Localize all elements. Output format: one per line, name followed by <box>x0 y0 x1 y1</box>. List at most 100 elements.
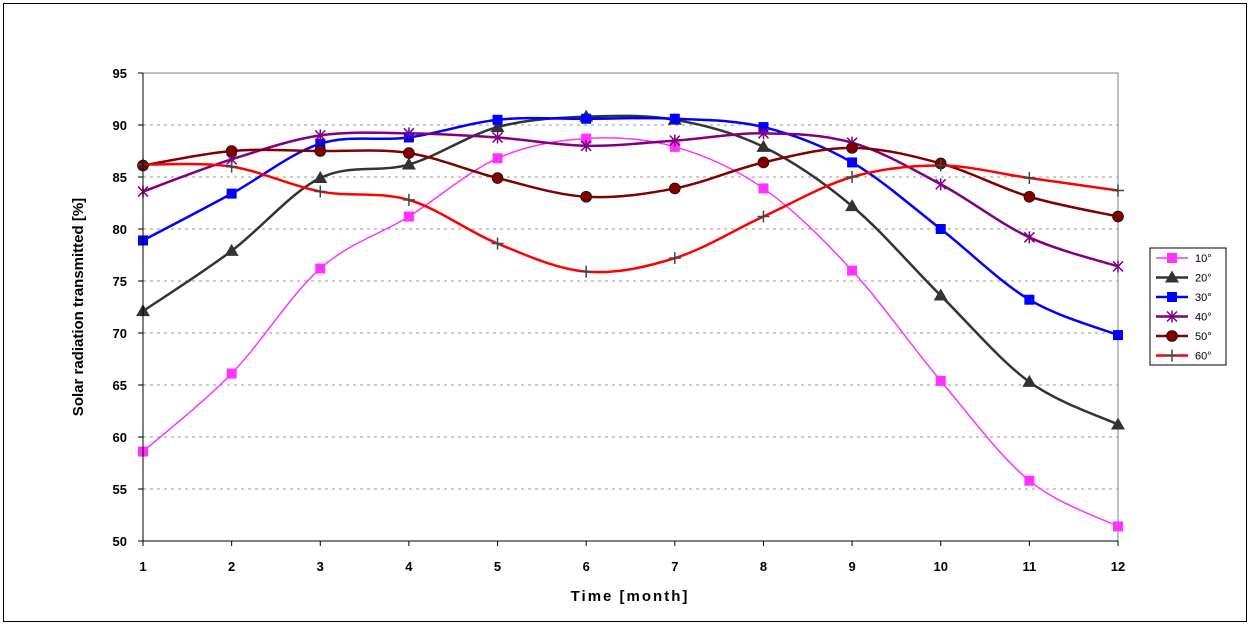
data-point-s1-12 <box>1113 521 1123 532</box>
y-tick-label-75: 75 <box>113 274 127 289</box>
series-line-1 <box>142 137 1119 528</box>
legend-label-5: 50° <box>1195 331 1212 343</box>
data-point-s5-12 <box>1112 210 1124 223</box>
data-point-s1-9 <box>847 265 858 276</box>
data-point-s2-5 <box>490 120 505 133</box>
data-point-s4-12 <box>1112 260 1124 273</box>
data-point-s1-11 <box>1024 475 1035 486</box>
x-tick-label-7: 7 <box>671 559 678 574</box>
data-point-s5-2 <box>225 145 238 157</box>
legend-label-4: 40° <box>1195 312 1212 324</box>
data-point-s3-9 <box>847 157 858 168</box>
legend-marker-2 <box>1165 270 1179 283</box>
series-line-6 <box>142 162 1119 274</box>
data-point-s4-10 <box>935 178 947 191</box>
series-line-4 <box>142 131 1119 268</box>
data-point-s2-9 <box>845 199 860 212</box>
data-point-s3-7 <box>669 113 680 124</box>
data-point-s3-5 <box>492 114 503 125</box>
data-point-s6-6 <box>580 265 593 278</box>
data-point-s1-2 <box>226 368 237 379</box>
legend-box <box>1149 247 1227 366</box>
data-point-s1-6 <box>581 133 592 144</box>
data-point-s4-6 <box>580 139 592 152</box>
x-tick-label-12: 12 <box>1111 559 1125 574</box>
legend-marker-6 <box>1166 349 1178 362</box>
series-layer <box>142 114 1119 528</box>
data-point-s2-8 <box>756 139 771 152</box>
data-point-s1-3 <box>315 263 326 274</box>
data-point-s1-4 <box>403 211 414 222</box>
data-point-s2-10 <box>933 288 948 301</box>
data-point-s5-7 <box>669 182 681 195</box>
data-point-s5-8 <box>757 156 770 169</box>
data-point-s6-5 <box>491 237 504 250</box>
data-point-s6-12 <box>1112 184 1124 197</box>
legend-marker-4 <box>1166 310 1178 323</box>
data-point-s2-11 <box>1022 374 1037 387</box>
data-point-s5-6 <box>580 190 592 203</box>
data-point-s4-5 <box>492 131 504 144</box>
legend-label-2: 20° <box>1195 273 1212 285</box>
data-point-s6-4 <box>402 193 415 206</box>
y-axis-title: Solar radiation transmitted [%] <box>70 198 87 416</box>
y-tick-label-80: 80 <box>113 222 127 237</box>
legend-label-6: 60° <box>1195 351 1212 363</box>
legend-label-1: 10° <box>1195 253 1212 265</box>
legend-label-3: 30° <box>1195 292 1212 304</box>
data-point-s3-12 <box>1113 330 1123 341</box>
data-point-s2-3 <box>313 171 328 184</box>
y-tick-label-50: 50 <box>113 534 127 549</box>
data-point-s1-8 <box>758 183 769 194</box>
data-point-s6-8 <box>757 210 770 223</box>
data-point-s6-7 <box>668 252 681 265</box>
legend-marker-3 <box>1167 292 1177 302</box>
x-tick-label-10: 10 <box>933 559 947 574</box>
data-point-s4-7 <box>669 134 681 147</box>
data-point-s5-3 <box>314 145 327 157</box>
y-tick-label-60: 60 <box>113 430 127 445</box>
data-point-s1-5 <box>492 153 503 164</box>
y-tick-label-70: 70 <box>113 326 127 341</box>
data-point-s6-11 <box>1023 172 1036 185</box>
x-tick-label-3: 3 <box>317 559 324 574</box>
data-point-s1-10 <box>935 375 946 386</box>
y-tick-label-65: 65 <box>113 378 127 393</box>
x-tick-label-5: 5 <box>494 559 501 574</box>
y-tick-label-90: 90 <box>113 118 127 133</box>
data-point-s5-4 <box>403 147 415 159</box>
x-tick-label-9: 9 <box>848 559 855 574</box>
legend-marker-1 <box>1167 253 1177 263</box>
y-tick-label-55: 55 <box>113 482 127 497</box>
data-point-s4-3 <box>314 129 326 142</box>
data-point-s6-9 <box>846 171 859 183</box>
data-point-s3-2 <box>226 188 237 199</box>
markers-layer <box>136 109 1125 532</box>
data-point-s1-7 <box>669 141 680 152</box>
y-tick-label-85: 85 <box>113 170 127 185</box>
x-axis-title: Time [month] <box>571 588 690 605</box>
x-tick-label-8: 8 <box>760 559 767 574</box>
data-point-s5-9 <box>846 142 858 154</box>
data-point-s5-11 <box>1023 190 1036 203</box>
data-point-s2-2 <box>224 243 239 256</box>
data-point-s3-3 <box>315 138 326 149</box>
data-point-s4-4 <box>403 127 415 140</box>
data-point-s3-10 <box>935 224 946 234</box>
data-point-s3-6 <box>581 113 592 124</box>
data-point-s6-3 <box>314 185 327 198</box>
gridlines <box>143 124 1118 490</box>
data-point-s6-10 <box>934 159 947 172</box>
data-point-s6-2 <box>225 160 238 173</box>
data-point-s4-8 <box>757 127 769 140</box>
y-tick-label-95: 95 <box>113 66 127 81</box>
x-tick-label-1: 1 <box>139 559 146 574</box>
data-point-s2-12 <box>1111 417 1125 430</box>
x-tick-label-11: 11 <box>1022 559 1036 574</box>
data-point-s5-5 <box>491 172 504 184</box>
legend: 10° 20° 30° 40° 50° 60° <box>1149 247 1227 366</box>
data-point-s3-11 <box>1024 294 1035 305</box>
data-point-s3-8 <box>758 122 769 133</box>
